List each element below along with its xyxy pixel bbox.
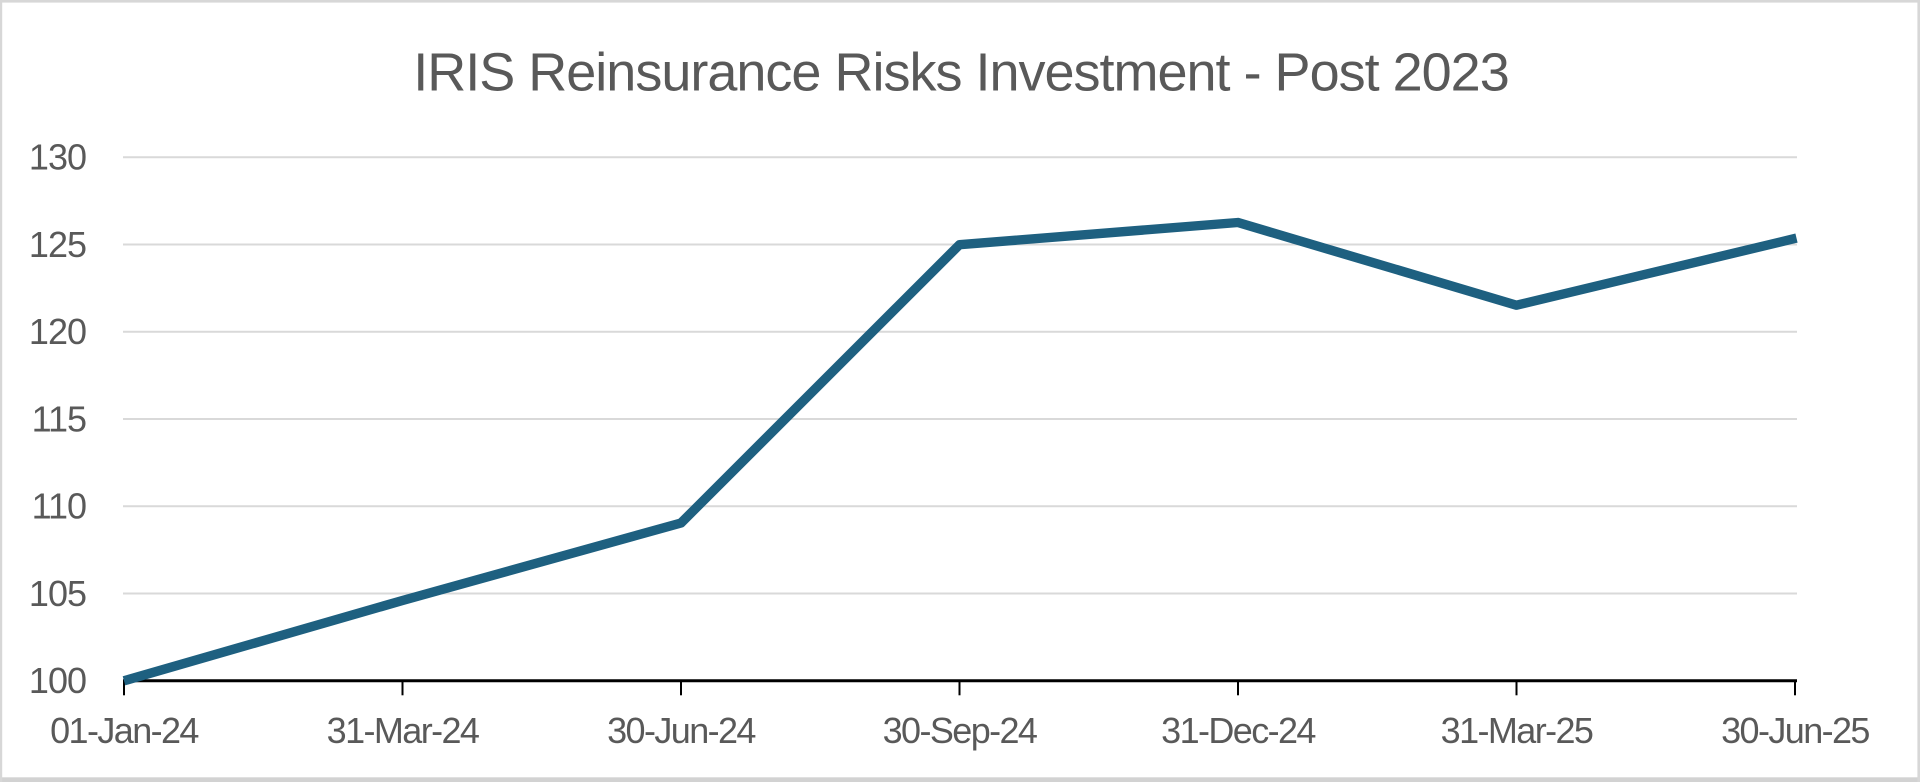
- svg-text:130: 130: [29, 137, 86, 178]
- svg-text:30-Sep-24: 30-Sep-24: [883, 710, 1037, 751]
- svg-text:30-Jun-24: 30-Jun-24: [607, 710, 755, 751]
- svg-text:125: 125: [29, 224, 86, 265]
- svg-text:120: 120: [29, 311, 86, 352]
- svg-text:115: 115: [32, 398, 86, 439]
- svg-text:100: 100: [29, 660, 86, 701]
- svg-text:31-Mar-25: 31-Mar-25: [1441, 710, 1593, 751]
- svg-text:105: 105: [29, 573, 86, 614]
- svg-text:IRIS Reinsurance Risks Investm: IRIS Reinsurance Risks Investment - Post…: [413, 42, 1509, 102]
- svg-text:31-Mar-24: 31-Mar-24: [327, 710, 479, 751]
- svg-text:110: 110: [32, 486, 86, 527]
- svg-text:01-Jan-24: 01-Jan-24: [50, 710, 198, 751]
- svg-text:31-Dec-24: 31-Dec-24: [1161, 710, 1315, 751]
- svg-text:30-Jun-25: 30-Jun-25: [1721, 710, 1869, 751]
